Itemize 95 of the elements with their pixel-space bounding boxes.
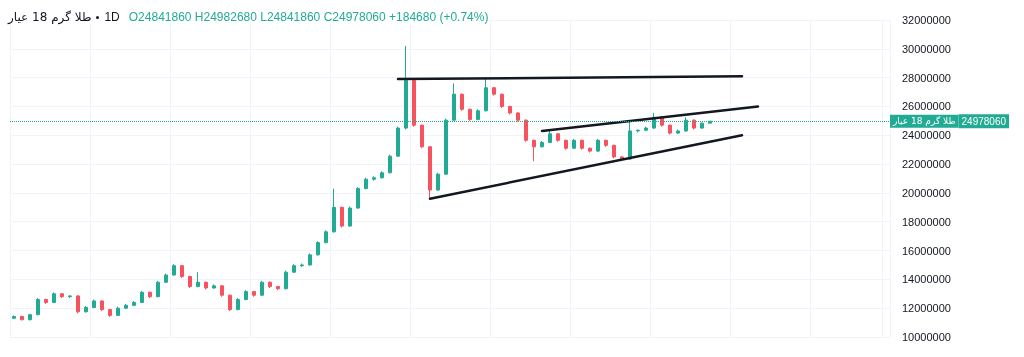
- y-tick-label: 24000000: [902, 129, 951, 142]
- candlestick: [332, 188, 336, 234]
- candlestick: [180, 264, 184, 279]
- candlestick: [508, 105, 512, 115]
- candlestick: [244, 289, 248, 301]
- candlestick: [396, 126, 400, 158]
- candlestick: [68, 294, 72, 299]
- candlestick: [324, 229, 328, 244]
- candlestick: [220, 284, 224, 298]
- candlestick: [348, 206, 352, 228]
- candlestick: [356, 186, 360, 210]
- candlestick: [188, 275, 192, 289]
- annotation: O24841860 H24982680 L24841860 C24978060 +184680 (+0.74%): [128, 10, 489, 24]
- y-tick-label: 14000000: [902, 273, 951, 286]
- candlestick: [468, 108, 472, 122]
- candlestick: [460, 92, 464, 112]
- candlestick: [28, 313, 32, 321]
- candlestick: [516, 111, 520, 123]
- candlestick: [316, 240, 320, 257]
- candlestick: [668, 123, 672, 136]
- candlestick: [532, 139, 536, 162]
- y-tick-label: 32000000: [902, 14, 951, 26]
- candlestick: [156, 280, 160, 298]
- candlestick: [500, 92, 504, 109]
- candlestick: [212, 283, 216, 290]
- candlestick: [52, 291, 56, 304]
- candlestick: [36, 297, 40, 316]
- y-tick-label: 12000000: [902, 302, 951, 315]
- candlestick: [380, 170, 384, 179]
- candlestick: [100, 299, 104, 312]
- candlestick: [308, 252, 312, 267]
- candlestick: [60, 292, 64, 299]
- y-tick-label: 16000000: [902, 244, 951, 257]
- candlestick: [588, 147, 592, 154]
- candlestick: [676, 129, 680, 135]
- candlestick: [412, 79, 416, 128]
- candlestick: [260, 280, 264, 297]
- candlestick: [596, 138, 600, 153]
- y-tick-label: 26000000: [902, 100, 951, 113]
- candlestick: [164, 273, 168, 284]
- candlestick: [132, 300, 136, 307]
- candlestick: [564, 139, 568, 151]
- candlestick: [236, 297, 240, 311]
- candlestick: [84, 305, 88, 313]
- candlestick: [124, 303, 128, 310]
- candlestick: [140, 290, 144, 304]
- chart-title: طلا گرم 18 عیار: [8, 10, 92, 24]
- y-tick-label: 10000000: [902, 331, 951, 343]
- candlestick: [548, 129, 552, 144]
- candlestick: [580, 139, 584, 151]
- candlestick: [556, 132, 560, 143]
- candlestick: [492, 86, 496, 97]
- candlestick: [388, 154, 392, 174]
- text: 24978060: [961, 115, 1007, 127]
- candlestick: [612, 144, 616, 159]
- candlestick: [284, 270, 288, 290]
- candlestick: [364, 177, 368, 190]
- candlestick: [436, 172, 440, 192]
- candlestick: [268, 281, 272, 289]
- candlestick: [148, 291, 152, 299]
- candlestick: [76, 294, 80, 314]
- candlestick: [292, 263, 296, 274]
- candlestick: [196, 271, 200, 288]
- candlestick: [276, 285, 280, 291]
- candlestick: [300, 263, 304, 268]
- candlestick: [372, 175, 376, 182]
- candlestick: [92, 299, 96, 309]
- candlestick: [20, 315, 24, 321]
- candlestick: [116, 306, 120, 317]
- y-tick-label: 30000000: [902, 42, 951, 55]
- candlestick: [644, 126, 648, 132]
- chart-subtitle: 1D: [104, 10, 120, 24]
- candlestick: [44, 298, 48, 305]
- y-tick-label: 28000000: [902, 71, 951, 84]
- y-tick-label: 20000000: [902, 186, 951, 199]
- candlestick: [428, 145, 432, 200]
- candlestick: [604, 139, 608, 148]
- candlestick: [12, 314, 16, 320]
- candlestick: [108, 308, 112, 318]
- y-tick-label: 22000000: [902, 158, 951, 171]
- candlestick: [524, 118, 528, 143]
- candlestick: [228, 293, 232, 312]
- candlestick: [172, 263, 176, 277]
- candlestick: [540, 140, 544, 149]
- candlestick: [692, 118, 696, 131]
- candlestick: [340, 206, 344, 228]
- candlestick: [636, 129, 640, 133]
- candlestick: [484, 77, 488, 112]
- candlestick: [420, 123, 424, 149]
- y-tick-label: 18000000: [902, 215, 951, 228]
- ref-line-label: طلا گرم 18 عیار: [892, 115, 956, 127]
- candlestick: [252, 290, 256, 298]
- candlestick: [628, 119, 632, 161]
- candlestick: [572, 138, 576, 150]
- candlestick: [204, 281, 208, 290]
